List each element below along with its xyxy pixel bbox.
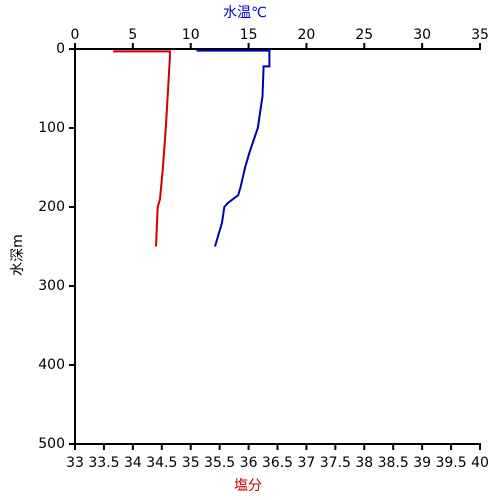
x-tick-label: 36.5 [262,455,293,471]
x-tick-label: 33 [66,455,84,471]
y-tick-label: 500 [38,436,65,452]
x2-tick-label: 25 [355,27,373,43]
y-tick-label: 0 [56,41,65,57]
x-axis-title: 塩分 [234,478,262,494]
x2-tick-label: 15 [240,27,258,43]
x-tick-label: 40 [471,455,489,471]
x-tick-label: 37.5 [320,455,351,471]
x-tick-label: 36 [240,455,258,471]
x2-axis-title: 水温℃ [223,5,267,21]
y-tick-label: 400 [38,357,65,373]
x-tick-label: 33.5 [88,455,119,471]
x-tick-label: 39 [413,455,431,471]
x-tick-label: 39.5 [435,455,466,471]
x2-tick-label: 5 [128,27,137,43]
x-tick-label: 38.5 [378,455,409,471]
x-tick-label: 35.5 [204,455,235,471]
y-tick-label: 100 [38,120,65,136]
x2-tick-label: 30 [413,27,431,43]
x-tick-label: 34 [124,455,142,471]
x-tick-label: 34.5 [146,455,177,471]
x2-tick-label: 20 [298,27,316,43]
x-tick-label: 35 [182,455,200,471]
profile-line [113,50,171,247]
x2-tick-label: 0 [71,27,80,43]
y-axis-title: 水深m [10,234,26,276]
y-tick-label: 300 [38,278,65,294]
x-tick-label: 37 [298,455,316,471]
x2-tick-label: 35 [471,27,489,43]
y-tick-label: 200 [38,199,65,215]
x-tick-label: 38 [355,455,373,471]
x2-tick-label: 10 [182,27,200,43]
profile-line [196,49,271,247]
